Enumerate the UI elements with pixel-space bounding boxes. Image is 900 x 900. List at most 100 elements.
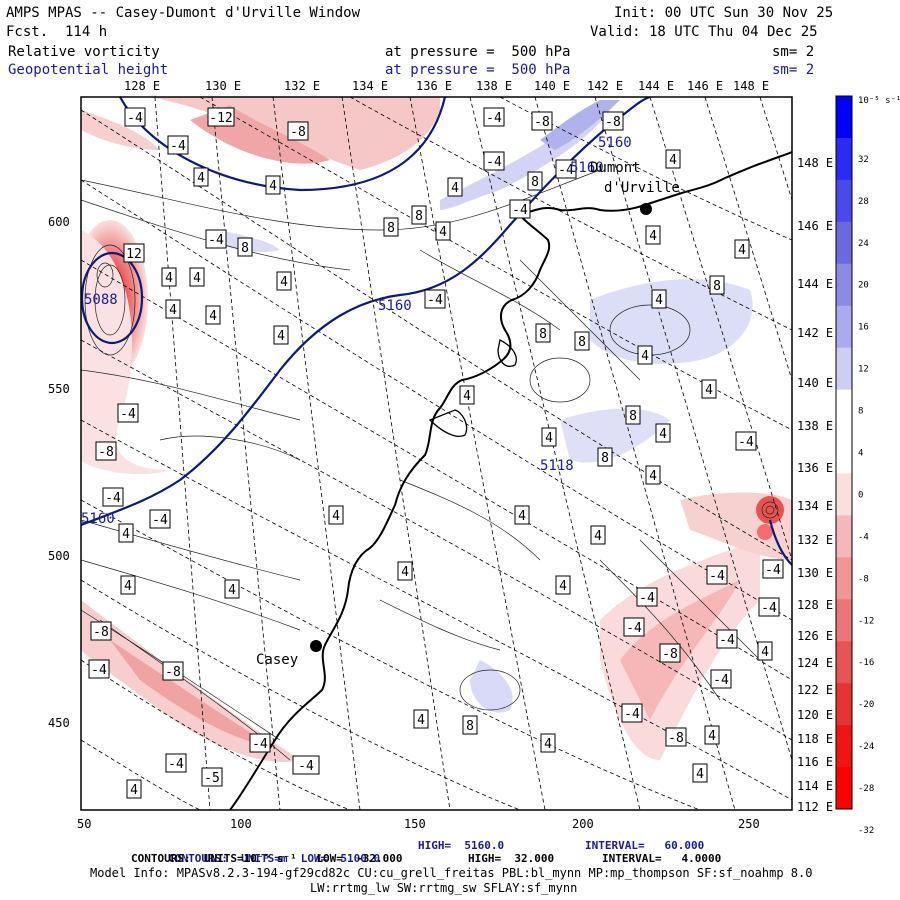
svg-text:-4: -4: [252, 737, 268, 752]
svg-text:4: 4: [708, 729, 716, 744]
lon-label: 140 E: [534, 79, 570, 93]
svg-text:-8: -8: [534, 115, 550, 130]
field1-name: Relative vorticity: [8, 44, 160, 60]
lon-label: 132 E: [284, 79, 320, 93]
colorbar-swatch: [836, 389, 852, 433]
lon-label: 132 E: [797, 533, 833, 547]
lon-label: 142 E: [797, 326, 833, 340]
colorbar-swatch: [836, 347, 852, 391]
colorbar-label: 28: [858, 197, 869, 207]
svg-text:-4: -4: [120, 407, 136, 422]
colorbar-swatch: [836, 767, 852, 810]
colorbar-label: 24: [858, 239, 869, 249]
contour-label: 4: [265, 175, 281, 195]
svg-text:8: 8: [415, 209, 423, 224]
colorbar-swatch: [836, 515, 852, 558]
svg-text:-8: -8: [290, 125, 306, 140]
colorbar-label: -20: [858, 700, 874, 710]
footer-height-interval: INTERVAL= 60.000: [585, 839, 705, 852]
colorbar-swatch: [836, 641, 852, 684]
contour-label: -4: [424, 289, 446, 309]
field1-level: at pressure = 500 hPa: [385, 44, 571, 60]
svg-text:4: 4: [439, 225, 447, 240]
colorbar-unit: 10⁻⁵ s⁻¹: [858, 96, 900, 106]
init-time: Init: 00 UTC Sun 30 Nov 25: [614, 5, 834, 21]
place-label-casey: Casey: [256, 652, 298, 668]
contour-label: -12: [207, 107, 235, 127]
contour-label: 4: [655, 423, 671, 443]
footer-height-low: CONTOURS: UNITS=m LOW= 5100.0: [168, 852, 381, 865]
contour-label: -5: [201, 767, 223, 787]
colorbar-swatch: [836, 221, 852, 265]
svg-text:-4: -4: [719, 633, 735, 648]
contour-label: -4: [167, 135, 189, 155]
lon-label: 134 E: [797, 499, 833, 513]
lon-label: 136 E: [797, 461, 833, 475]
colorbar-label: -24: [858, 742, 874, 752]
svg-text:-8: -8: [165, 665, 181, 680]
svg-text:4: 4: [761, 645, 769, 660]
svg-text:-4: -4: [713, 673, 729, 688]
colorbar-label: 8: [858, 407, 863, 417]
svg-text:-12: -12: [209, 111, 232, 126]
top-lon-labels: 128 E 130 E 132 E 134 E 136 E 138 E 140 …: [124, 79, 769, 93]
contour-label: -4: [762, 559, 784, 579]
contour-label: 4: [224, 579, 240, 599]
colorbar-label: 0: [858, 490, 863, 500]
colorbar-label: -16: [858, 658, 874, 668]
contour-label: 8: [535, 323, 551, 343]
colorbar-swatch: [836, 431, 852, 474]
svg-text:-4: -4: [127, 111, 143, 126]
contour-label: -4: [636, 587, 658, 607]
x-ticks: 50 100 150 200 250: [77, 817, 760, 831]
height-contours: [81, 97, 792, 566]
contour-label: -4: [88, 659, 110, 679]
right-lon-labels: 148 E 146 E 144 E 142 E 140 E 138 E 136 …: [797, 156, 833, 814]
x-tick-label: 150: [404, 817, 426, 831]
svg-text:4: 4: [544, 737, 552, 752]
svg-text:8: 8: [531, 175, 539, 190]
lon-label: 118 E: [797, 732, 833, 746]
contour-label: 4: [459, 385, 475, 405]
contour-label: 4: [757, 641, 773, 661]
contour-label: 4: [704, 725, 720, 745]
svg-text:-4: -4: [486, 111, 502, 126]
contour-label: -8: [665, 727, 687, 747]
plot-frame: [80, 96, 793, 811]
contour-label: -8: [90, 621, 112, 641]
contour-label: -4: [249, 733, 271, 753]
contour-label: 4: [435, 221, 451, 241]
svg-text:4: 4: [228, 583, 236, 598]
contour-label: -4: [124, 107, 146, 127]
svg-text:4: 4: [655, 293, 663, 308]
forecast-hour: Fcst. 114 h: [6, 24, 108, 40]
lon-label: 146 E: [797, 219, 833, 233]
contour-label: 4: [514, 505, 530, 525]
svg-text:4: 4: [649, 469, 657, 484]
svg-text:-4: -4: [512, 203, 528, 218]
contour-label: 8: [709, 275, 725, 295]
svg-text:8: 8: [629, 409, 637, 424]
svg-text:-4: -4: [152, 513, 168, 528]
field2-smoothing: sm= 2: [772, 62, 815, 78]
svg-text:4: 4: [122, 527, 130, 542]
contour-label: -4: [758, 597, 780, 617]
y-tick-label: 450: [48, 716, 70, 730]
svg-text:4: 4: [193, 271, 201, 286]
contour-label: 8: [574, 331, 590, 351]
svg-text:4: 4: [197, 171, 205, 186]
lon-label: 138 E: [797, 419, 833, 433]
y-tick-label: 600: [48, 215, 70, 229]
svg-text:4: 4: [559, 579, 567, 594]
footer-height-contours: CONTOURS: UNITS=m LOW= 5100.0: [155, 839, 380, 865]
svg-text:4: 4: [659, 427, 667, 442]
svg-text:4: 4: [649, 229, 657, 244]
colorbar-label: 32: [858, 155, 869, 165]
lon-label: 128 E: [124, 79, 160, 93]
contour-label: 4: [637, 345, 653, 365]
colorbar-label: -32: [858, 826, 874, 836]
contour-label: -4: [483, 151, 505, 171]
colorbar-swatch: [836, 557, 852, 600]
colorbar-label: -4: [858, 532, 869, 542]
height-label: 5160: [598, 135, 632, 151]
